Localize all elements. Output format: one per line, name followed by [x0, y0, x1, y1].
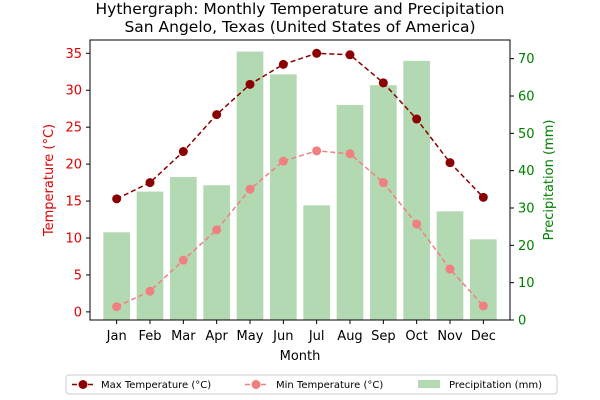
min-temp-point-nov — [445, 264, 455, 274]
min-temp-point-may — [245, 184, 255, 194]
min-temp-point-oct — [412, 219, 422, 229]
y-right-tick-label-20: 20 — [518, 239, 535, 254]
precipitation-bars — [103, 51, 497, 321]
y-right-tick-label-10: 10 — [518, 276, 535, 291]
precip-bar-mar — [170, 177, 197, 320]
max-temp-point-apr — [212, 110, 222, 120]
min-temp-line — [116, 150, 484, 308]
y-right-tick-label-0: 0 — [518, 314, 526, 329]
y-right-tick-label-70: 70 — [518, 52, 535, 67]
plot-frame — [89, 39, 511, 321]
min-temp-point-jul — [312, 146, 322, 156]
x-axis: Jan Feb Mar Apr May Jun Jul Aug Sep Oct Nov Dec — [106, 320, 496, 344]
legend-precip-label: Precipitation (mm) — [449, 380, 542, 391]
y-left-tick-label-10: 10 — [65, 231, 82, 246]
y-left-tick-label-15: 15 — [65, 195, 82, 210]
min-temp-point-aug — [345, 149, 355, 159]
min-temp-point-apr — [212, 225, 222, 235]
max-temp-point-mar — [178, 147, 188, 157]
min-temp-point-dec — [478, 301, 488, 311]
y-left-tick-label-30: 30 — [65, 84, 82, 99]
max-temp-point-dec — [478, 192, 488, 202]
precip-bar-jun — [270, 74, 297, 320]
legend-min-temp-marker — [251, 380, 261, 389]
max-temp-point-jul — [312, 48, 322, 58]
max-temp-point-sep — [378, 78, 388, 88]
y-right-tick-label-30: 30 — [518, 202, 535, 217]
min-temp-point-sep — [378, 178, 388, 188]
y-axis-left: 0 5 10 15 20 25 30 35 — [65, 47, 90, 320]
temperature-lines — [112, 48, 488, 312]
legend: Max Temperature (°C) Min Temperature (°C… — [65, 374, 558, 395]
legend-max-temp-marker — [78, 380, 88, 389]
x-tick-label-jul: Jul — [308, 329, 325, 344]
max-temp-point-aug — [345, 50, 355, 60]
legend-min-temp-label: Min Temperature (°C) — [276, 380, 383, 391]
max-temp-point-nov — [445, 158, 455, 168]
legend-box — [65, 374, 558, 395]
precip-bar-apr — [203, 185, 230, 320]
x-axis-label: Month — [280, 349, 321, 364]
y-right-tick-label-50: 50 — [518, 127, 535, 142]
min-temp-point-feb — [145, 286, 155, 296]
x-tick-label-may: May — [237, 329, 264, 344]
precip-bar-aug — [336, 104, 364, 321]
max-temp-line — [116, 52, 484, 200]
max-temp-point-oct — [412, 114, 422, 124]
max-temp-point-may — [245, 79, 255, 89]
precip-bar-sep — [370, 85, 397, 320]
x-tick-label-feb: Feb — [138, 329, 161, 344]
y-left-tick-label-25: 25 — [65, 121, 82, 136]
legend-precip-patch — [418, 380, 440, 388]
chart-subtitle: San Angelo, Texas (United States of Amer… — [124, 18, 475, 36]
y-left-tick-label-5: 5 — [74, 268, 82, 283]
min-temp-point-jun — [278, 156, 288, 166]
max-temp-point-feb — [145, 178, 155, 188]
legend-max-temp-label: Max Temperature (°C) — [101, 380, 211, 391]
min-temp-point-jan — [112, 302, 122, 312]
precip-bar-oct — [403, 60, 430, 320]
x-tick-label-nov: Nov — [437, 329, 463, 344]
y-right-tick-label-60: 60 — [518, 90, 535, 105]
chart-title: Hythergraph: Monthly Temperature and Pre… — [96, 0, 505, 18]
x-tick-label-mar: Mar — [171, 329, 196, 344]
y-axis-left-label: Temperature (°C) — [42, 124, 57, 237]
min-temp-point-mar — [178, 255, 188, 265]
y-axis-right-label: Precipitation (mm) — [542, 120, 557, 241]
x-tick-label-oct: Oct — [405, 329, 427, 344]
x-tick-label-sep: Sep — [371, 329, 396, 344]
y-axis-right: 0 10 20 30 40 50 60 70 — [510, 52, 535, 329]
precip-bar-feb — [136, 191, 164, 320]
precip-bar-jul — [303, 205, 330, 320]
x-tick-label-dec: Dec — [471, 329, 496, 344]
y-left-tick-label-0: 0 — [74, 305, 82, 320]
x-tick-label-jan: Jan — [106, 329, 127, 344]
y-left-tick-label-35: 35 — [65, 47, 82, 62]
x-tick-label-jun: Jun — [272, 329, 293, 344]
y-right-tick-label-40: 40 — [518, 164, 535, 179]
x-tick-label-apr: Apr — [205, 329, 228, 344]
x-tick-label-aug: Aug — [337, 329, 362, 344]
max-temp-point-jan — [112, 194, 122, 204]
max-temp-point-jun — [278, 59, 288, 69]
y-left-tick-label-20: 20 — [65, 158, 82, 173]
